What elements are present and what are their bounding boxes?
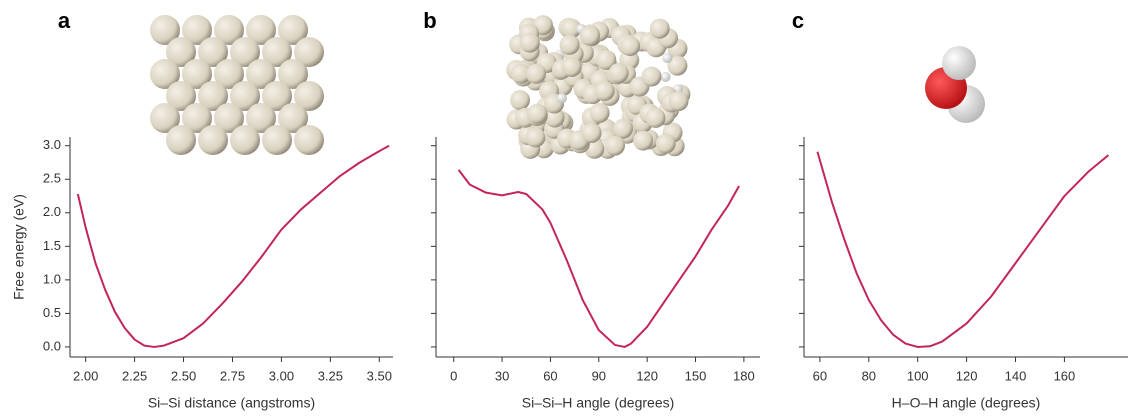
- si-atom: [150, 59, 180, 89]
- h-atom: [556, 93, 567, 104]
- si-atom: [214, 15, 244, 45]
- si-atom: [198, 125, 228, 155]
- si-atom: [510, 63, 531, 84]
- x-axis-label: Si–Si distance (angstroms): [148, 395, 315, 411]
- y-tick-label: 2.0: [43, 204, 61, 219]
- si-atom: [526, 63, 547, 84]
- y-axis-label: Free energy (eV): [11, 194, 27, 300]
- si-atom: [596, 49, 617, 70]
- free-energy-curve: [76, 144, 390, 348]
- si-atom: [182, 59, 212, 89]
- molecule-illustrations: [150, 15, 985, 159]
- si-atom: [278, 103, 308, 133]
- si-atom: [544, 107, 565, 128]
- x-tick-label: 2.50: [171, 368, 196, 383]
- x-tick-label: 60: [813, 368, 827, 383]
- x-tick-label: 80: [862, 368, 876, 383]
- si-atom: [246, 103, 276, 133]
- x-tick-label: 90: [592, 368, 606, 383]
- si-atom: [519, 32, 540, 53]
- y-tick-label: 0.5: [43, 305, 61, 320]
- x-tick-label: 160: [1054, 368, 1076, 383]
- si-atom: [580, 25, 601, 46]
- si-atom: [294, 37, 324, 67]
- si-atom: [668, 91, 689, 112]
- si-atom: [166, 37, 196, 67]
- si-atom: [262, 81, 292, 111]
- si-atom: [150, 15, 180, 45]
- si-atom: [559, 34, 580, 55]
- y-tick-label: 0.0: [43, 338, 61, 353]
- si-atom: [150, 103, 180, 133]
- x-tick-label: 0: [450, 368, 457, 383]
- x-axis-label: H–O–H angle (degrees): [892, 395, 1041, 411]
- si-atom: [230, 125, 260, 155]
- x-tick-label: 100: [907, 368, 929, 383]
- si-atom: [649, 18, 670, 39]
- x-tick-label: 2.00: [73, 368, 98, 383]
- free-energy-curve: [457, 169, 740, 348]
- panel-label: a: [58, 8, 71, 33]
- si-atom: [594, 80, 615, 101]
- x-tick-label: 3.50: [367, 368, 392, 383]
- si-atom: [581, 122, 602, 143]
- x-axis-label: Si–Si–H angle (degrees): [522, 395, 675, 411]
- y-tick-label: 1.0: [43, 271, 61, 286]
- si-atom: [230, 37, 260, 67]
- si-atom: [510, 90, 531, 111]
- free-energy-curve: [816, 151, 1110, 348]
- y-tick-label: 1.5: [43, 238, 61, 253]
- si-atom: [633, 130, 654, 151]
- h-atom: [660, 71, 671, 82]
- si-atom: [589, 102, 610, 123]
- x-tick-label: 120: [956, 368, 978, 383]
- x-tick-label: 3.25: [318, 368, 343, 383]
- si-atom: [525, 127, 546, 148]
- si-atom: [294, 81, 324, 111]
- si-atom: [608, 63, 629, 84]
- si-atom: [294, 125, 324, 155]
- si-atom: [198, 37, 228, 67]
- si-atom: [278, 15, 308, 45]
- x-tick-label: 2.75: [220, 368, 245, 383]
- x-tick-label: 60: [543, 368, 557, 383]
- si-atom: [641, 66, 662, 87]
- panel-label: b: [423, 8, 436, 33]
- si-atom: [278, 59, 308, 89]
- si-atom: [262, 37, 292, 67]
- si-atom: [262, 125, 292, 155]
- si-atom: [561, 56, 582, 77]
- x-tick-label: 120: [636, 368, 658, 383]
- y-tick-label: 2.5: [43, 171, 61, 186]
- h-atom: [942, 46, 976, 80]
- x-tick-label: 3.00: [269, 368, 294, 383]
- si-atom: [612, 118, 633, 139]
- si-atom: [655, 133, 676, 154]
- y-tick-label: 3.0: [43, 137, 61, 152]
- si-atom: [620, 36, 641, 57]
- x-tick-label: 30: [495, 368, 509, 383]
- si-atom: [667, 55, 688, 76]
- si-atom: [605, 135, 626, 156]
- si-atom: [182, 103, 212, 133]
- x-tick-label: 150: [685, 368, 707, 383]
- si-atom: [166, 125, 196, 155]
- x-tick-label: 180: [733, 368, 755, 383]
- panel-label: c: [792, 8, 804, 33]
- si-atom: [198, 81, 228, 111]
- si-atom: [645, 107, 666, 128]
- x-tick-label: 140: [1005, 368, 1027, 383]
- si-atom: [230, 81, 260, 111]
- x-tick-label: 2.25: [122, 368, 147, 383]
- si-atom: [182, 15, 212, 45]
- si-atom: [246, 15, 276, 45]
- si-atom: [214, 59, 244, 89]
- si-atom: [166, 81, 196, 111]
- si-atom: [527, 103, 548, 124]
- si-atom: [246, 59, 276, 89]
- h-atom: [662, 53, 673, 64]
- si-atom: [214, 103, 244, 133]
- si-atom: [561, 18, 582, 39]
